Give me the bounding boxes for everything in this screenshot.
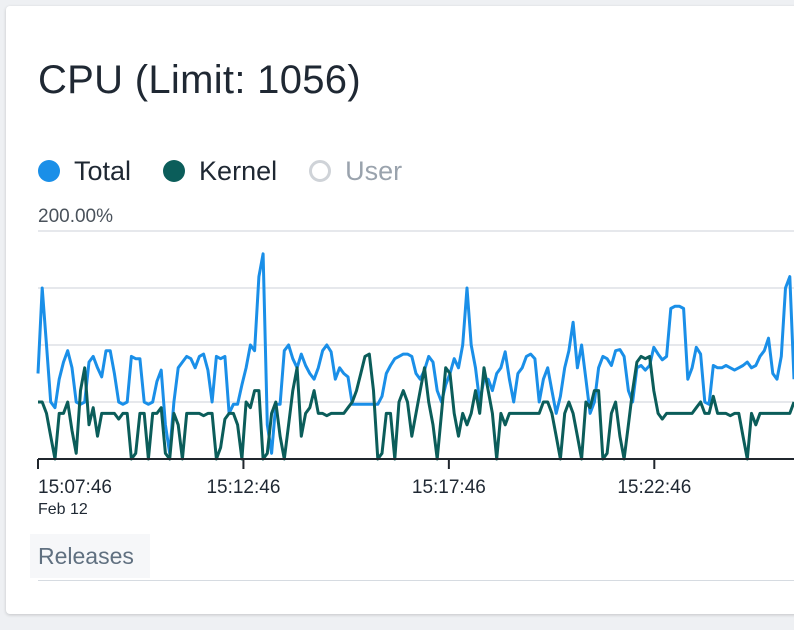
legend-label-total: Total bbox=[74, 155, 132, 186]
x-date-label: Feb 12 bbox=[38, 501, 88, 518]
legend-item-user[interactable]: User bbox=[309, 156, 402, 187]
cpu-panel bbox=[6, 6, 794, 614]
x-tick-label-3: 15:22:46 bbox=[617, 477, 691, 498]
y-max-label: 200.00% bbox=[38, 206, 113, 227]
legend-label-kernel: Kernel bbox=[199, 155, 278, 186]
x-tick-label-1: 15:12:46 bbox=[206, 477, 280, 498]
legend-kernel-dot-icon bbox=[163, 160, 186, 182]
panel-title: CPU (Limit: 1056) bbox=[38, 58, 361, 102]
x-axis: 15:07:46 15:12:46 15:17:46 15:22:46 Feb 12 bbox=[37, 458, 794, 518]
grid-lines bbox=[38, 230, 794, 403]
legend-item-total[interactable]: Total bbox=[38, 156, 131, 187]
legend-item-kernel[interactable]: Kernel bbox=[163, 156, 277, 187]
x-tick-label-0: 15:07:46 bbox=[38, 477, 112, 498]
series-lines bbox=[36, 252, 794, 461]
releases-tab[interactable]: Releases bbox=[30, 534, 150, 578]
series-line-kernel bbox=[38, 352, 794, 461]
legend-total-dot-icon bbox=[38, 160, 60, 182]
legend-label-user: User bbox=[345, 155, 403, 186]
chart-legend: Total Kernel User bbox=[38, 154, 434, 188]
cpu-line-chart[interactable]: 200.00% 15:07:46 15:12:46 15:17:46 15:22:46… bbox=[0, 0, 794, 530]
series-line-total bbox=[36, 252, 794, 455]
divider bbox=[38, 580, 794, 581]
legend-user-dot-icon bbox=[309, 160, 332, 182]
x-tick-label-2: 15:17:46 bbox=[412, 477, 486, 498]
